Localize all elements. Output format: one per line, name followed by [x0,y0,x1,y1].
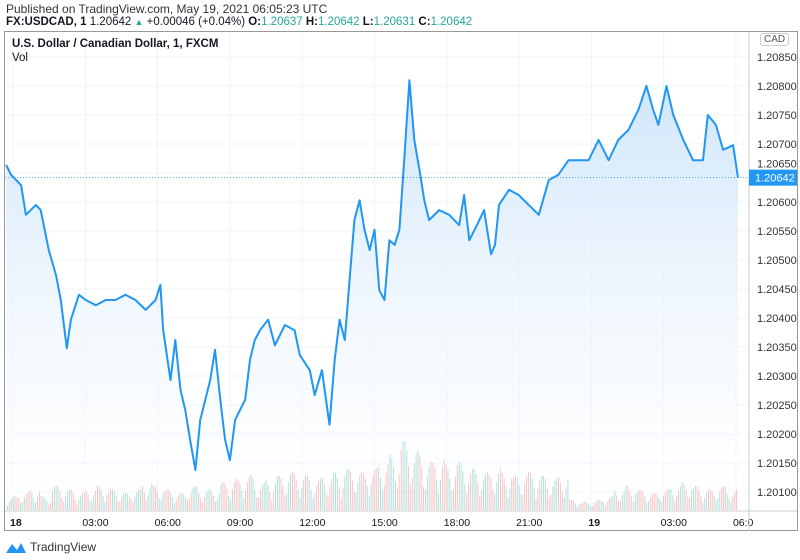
symbol-bar: FX:USDCAD, 1 1.20642 ▲ +0.00046 (+0.04%)… [6,16,472,28]
y-tick-label: 1.20650 [757,159,797,171]
y-tick-label: 1.20350 [757,342,797,354]
brand-name: TradingView [30,540,97,554]
y-tick-label: 1.20450 [757,284,797,296]
y-tick-label: 1.20600 [757,197,797,209]
x-tick-label: 06:0 [733,517,754,529]
up-arrow-icon: ▲ [134,17,144,27]
y-tick-label: 1.20300 [757,371,797,383]
close-label: C: [418,16,431,28]
x-tick-label: 06:00 [155,517,181,529]
high-value: 1.20642 [318,16,360,28]
chart-title: U.S. Dollar / Canadian Dollar, 1, FXCM [12,38,219,50]
high-label: H: [305,16,318,28]
chart-frame [4,31,798,531]
change: +0.00046 (+0.04%) [146,16,246,28]
y-tick-label: 1.20400 [757,313,797,325]
x-tick-label: 09:00 [227,517,253,529]
close-value: 1.20642 [430,16,473,28]
published-note: Published on TradingView.com, May 19, 20… [6,2,328,16]
low-label: L: [362,16,374,28]
low-value: 1.20631 [373,16,416,28]
tradingview-logo: TradingView [5,539,96,555]
last-price: 1.20642 [89,16,132,28]
x-tick-label: 21:00 [516,517,542,529]
y-tick-label: 1.20700 [757,139,797,151]
x-tick-label: 03:00 [82,517,108,529]
y-tick-label: 1.20750 [757,110,797,122]
volume-label: Vol [12,52,28,64]
symbol: FX:USDCAD, 1 [6,16,87,28]
x-tick-label: 19 [588,517,600,529]
x-tick-label: 12:00 [299,517,325,529]
y-tick-label: 1.20150 [757,458,797,470]
y-tick-label: 1.20550 [757,226,797,238]
y-tick-label: 1.20850 [757,52,797,64]
x-tick-label: 18 [10,517,22,529]
y-tick-label: 1.20200 [757,429,797,441]
last-price-badge [749,169,797,186]
y-tick-label: 1.20800 [757,81,797,93]
last-price-badge-label: 1.20642 [755,173,795,185]
currency-button[interactable]: CAD [760,33,790,46]
x-tick-label: 18:00 [444,517,470,529]
price-line [5,79,739,471]
open-value: 1.20637 [261,16,303,28]
x-tick-label: 03:00 [661,517,687,529]
open-label: O: [248,16,262,28]
price-area [6,80,738,510]
y-tick-label: 1.20100 [757,487,797,499]
y-tick-label: 1.20250 [757,400,797,412]
tradingview-logo-icon [6,543,26,553]
y-tick-label: 1.20500 [757,255,797,267]
x-tick-label: 15:00 [371,517,397,529]
